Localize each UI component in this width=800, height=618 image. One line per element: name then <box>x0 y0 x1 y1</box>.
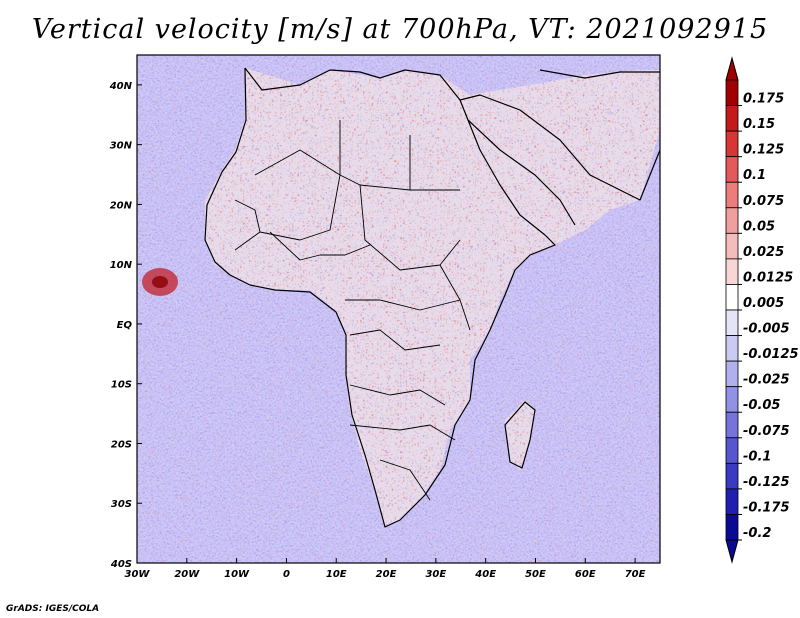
colorbar-swatch <box>725 79 739 106</box>
lon-tick-label: 30W <box>125 569 151 580</box>
colorbar-label: 0.1 <box>743 168 766 183</box>
lon-tick-label: 30E <box>425 569 446 580</box>
lat-tick-label: 20N <box>110 200 133 211</box>
colorbar-label: -0.05 <box>743 398 780 413</box>
colorbar-swatch <box>725 437 739 464</box>
colorbar-swatch <box>725 488 739 515</box>
colorbar-max-arrow <box>725 56 739 81</box>
colorbar-label: -0.175 <box>743 500 790 515</box>
colorbar-label: -0.025 <box>743 373 790 388</box>
colorbar-min-arrow <box>725 539 739 564</box>
colorbar-swatch <box>725 258 739 285</box>
lon-tick-label: 10E <box>326 569 347 580</box>
colorbar-swatch <box>725 386 739 413</box>
colorbar-swatch <box>725 284 739 311</box>
colorbar: 0.175 0.15 0.125 0.1 0.075 0.05 0.025 0.0125 0.0… <box>725 56 799 564</box>
colorbar-label: -0.075 <box>743 424 790 439</box>
lat-tick-label: EQ <box>117 320 133 331</box>
lon-tick-label: 10W <box>224 569 250 580</box>
colorbar-swatch <box>725 360 739 388</box>
colorbar-swatch <box>725 411 739 439</box>
colorbar-label: -0.2 <box>743 526 771 541</box>
colorbar-label: 0.005 <box>743 296 784 311</box>
colorbar-swatch <box>725 130 739 158</box>
colorbar-swatch <box>725 232 739 260</box>
colorbar-swatch <box>725 514 739 541</box>
colorbar-swatch <box>725 105 739 132</box>
lon-tick-label: 60E <box>575 569 596 580</box>
colorbar-label: 0.15 <box>743 117 775 132</box>
colorbar-label: 0.05 <box>743 219 775 234</box>
lat-tick-label: 30N <box>110 141 133 152</box>
lon-tick-label: 70E <box>625 569 646 580</box>
lon-tick-label: 20W <box>174 569 200 580</box>
colorbar-swatch <box>725 156 739 183</box>
lon-tick-label: 50E <box>525 569 546 580</box>
colorbar-label: 0.175 <box>743 92 784 107</box>
colorbar-swatch <box>725 207 739 234</box>
colorbar-label: 0.0125 <box>743 270 793 285</box>
axis-ticks: 30W 20W 10W 0 10E 20E 30E 40E 50E 60E 70E 40N 30N 20N… <box>109 81 646 580</box>
colorbar-label: -0.1 <box>743 449 771 464</box>
colorbar-swatch <box>725 181 739 209</box>
colorbar-label: 0.125 <box>743 143 784 158</box>
colorbar-swatch <box>725 309 739 336</box>
colorbar-label: -0.005 <box>743 322 790 337</box>
lat-tick-label: 10S <box>111 380 132 391</box>
colorbar-label: 0.075 <box>743 194 784 209</box>
lon-tick-label: 40E <box>474 569 496 580</box>
lat-tick-label: 40S <box>110 559 132 570</box>
lat-tick-label: 40N <box>109 81 133 92</box>
colorbar-swatch <box>725 462 739 490</box>
lon-tick-label: 0 <box>283 569 290 580</box>
colorbar-swatch <box>725 335 739 362</box>
colorbar-label: -0.125 <box>743 475 790 490</box>
lat-tick-label: 20S <box>111 439 132 450</box>
lon-tick-label: 20E <box>376 569 397 580</box>
colorbar-label: -0.0125 <box>743 347 799 362</box>
country-borders <box>234 120 471 501</box>
plot-frame <box>136 54 661 564</box>
lat-tick-label: 30S <box>111 499 132 510</box>
credit-label: GrADS: IGES/COLA <box>6 604 100 614</box>
map-title: Vertical velocity [m/s] at 700hPa, VT: 2… <box>31 14 769 45</box>
lat-tick-label: 10N <box>110 260 133 271</box>
coastlines <box>204 67 660 528</box>
colorbar-label: 0.025 <box>743 245 784 260</box>
